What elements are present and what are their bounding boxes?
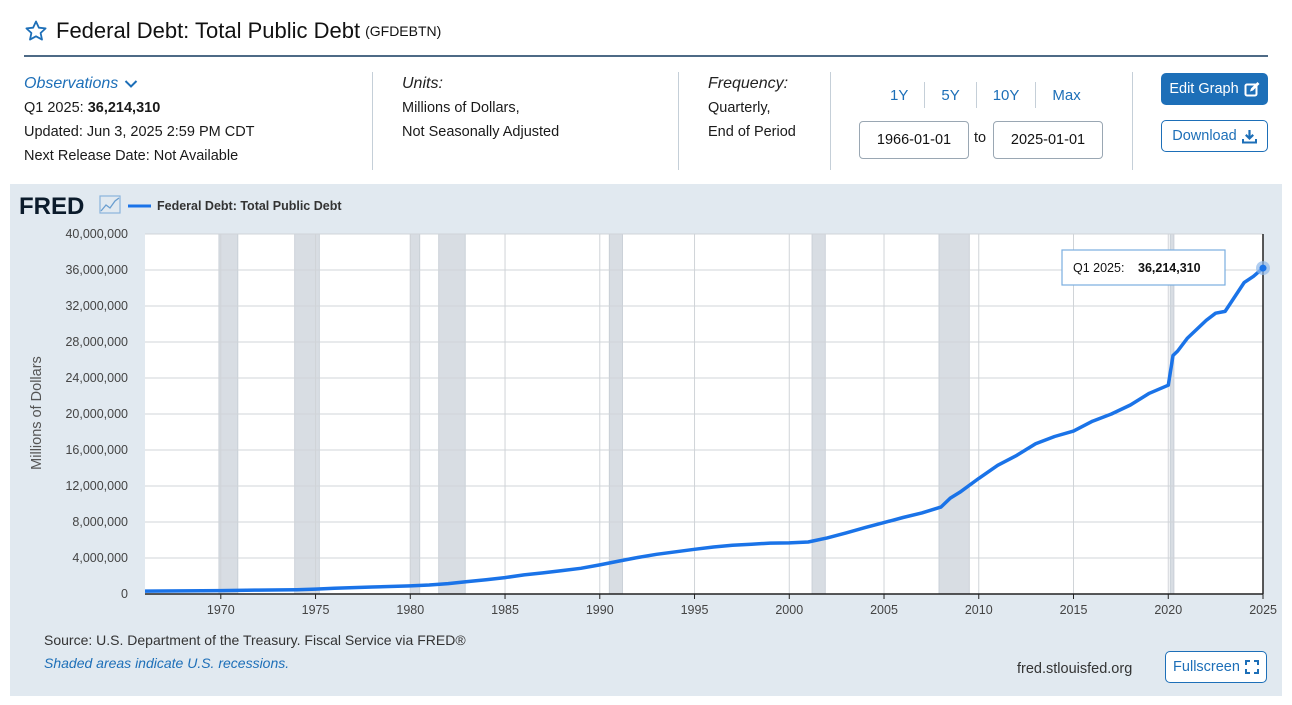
- range-10y-button[interactable]: 10Y: [992, 86, 1020, 104]
- series-id: (GFDEBTN): [365, 23, 442, 39]
- units-block: Units: Millions of Dollars, Not Seasonal…: [402, 72, 559, 144]
- fullscreen-icon[interactable]: [1244, 660, 1259, 674]
- divider: [372, 72, 373, 170]
- title-divider: [24, 55, 1268, 57]
- download-label[interactable]: Download: [1172, 128, 1237, 144]
- latest-observation: Q1 2025: 36,214,310: [24, 96, 255, 120]
- fullscreen-button[interactable]: Fullscreen: [1165, 651, 1267, 683]
- recession-note[interactable]: Shaded areas indicate U.S. recessions.: [44, 655, 290, 671]
- range-buttons: 1Y 5Y 10Y Max: [874, 82, 1097, 108]
- source-text: Source: U.S. Department of the Treasury.…: [44, 632, 466, 648]
- divider: [1035, 82, 1037, 108]
- download-icon[interactable]: [1241, 129, 1257, 144]
- chevron-down-icon[interactable]: [124, 79, 138, 89]
- edit-graph-label[interactable]: Edit Graph: [1169, 81, 1239, 97]
- frequency-block: Frequency: Quarterly, End of Period: [708, 72, 796, 144]
- edit-graph-button[interactable]: Edit Graph: [1161, 73, 1268, 105]
- divider: [1132, 72, 1133, 170]
- divider: [975, 82, 977, 108]
- star-icon[interactable]: [24, 19, 48, 43]
- site-url: fred.stlouisfed.org: [1017, 661, 1133, 677]
- frequency-line: Quarterly,: [708, 100, 771, 116]
- observations-link[interactable]: Observations: [24, 72, 138, 96]
- page-title: Federal Debt: Total Public Debt: [56, 18, 361, 43]
- divider: [924, 82, 926, 108]
- range-max-button[interactable]: Max: [1052, 86, 1081, 104]
- units-line: Not Seasonally Adjusted: [402, 124, 560, 140]
- end-date-input[interactable]: 2025-01-01: [993, 121, 1103, 159]
- units-label: Units:: [402, 75, 443, 92]
- observations-block: Observations Q1 2025: 36,214,310 Updated…: [24, 72, 255, 168]
- start-date-input[interactable]: 1966-01-01: [859, 121, 969, 159]
- units-line: Millions of Dollars,: [402, 100, 520, 116]
- divider: [678, 72, 679, 170]
- latest-period: Q1 2025:: [24, 100, 84, 116]
- range-1y-button[interactable]: 1Y: [890, 86, 909, 104]
- edit-icon[interactable]: [1244, 81, 1260, 97]
- updated-text: Updated: Jun 3, 2025 2:59 PM CDT: [24, 124, 255, 140]
- graph-panel: [10, 184, 1282, 696]
- observations-link-label[interactable]: Observations: [24, 75, 119, 92]
- fullscreen-label[interactable]: Fullscreen: [1173, 659, 1240, 675]
- to-label: to: [974, 130, 987, 146]
- title-row: Federal Debt: Total Public Debt (GFDEBTN…: [24, 18, 441, 44]
- divider: [830, 72, 831, 170]
- frequency-label: Frequency:: [708, 75, 789, 92]
- latest-value: 36,214,310: [87, 100, 161, 116]
- download-button[interactable]: Download: [1161, 120, 1268, 152]
- range-5y-button[interactable]: 5Y: [941, 86, 960, 104]
- next-release-text: Next Release Date: Not Available: [24, 148, 239, 164]
- frequency-line: End of Period: [708, 124, 796, 140]
